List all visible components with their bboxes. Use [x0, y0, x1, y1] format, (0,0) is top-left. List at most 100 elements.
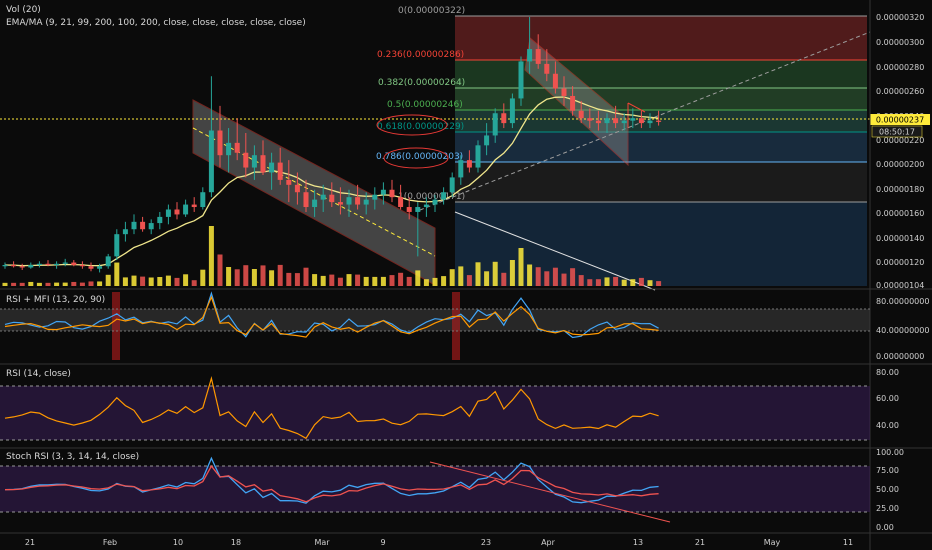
- volume-bar: [45, 282, 51, 286]
- rsi-mfi-label[interactable]: RSI + MFI (13, 20, 90): [6, 295, 105, 305]
- volume-bar: [509, 260, 515, 286]
- candle-body: [148, 223, 154, 230]
- volume-bar: [174, 277, 180, 286]
- candle-body: [561, 88, 567, 96]
- volume-bar: [200, 269, 206, 286]
- candle-body: [122, 229, 128, 235]
- price-tick: 0.00000280: [876, 63, 924, 72]
- fib-level-label: 1(0.00000171): [398, 192, 465, 202]
- volume-bar: [28, 281, 34, 286]
- volume-bar: [122, 277, 128, 286]
- candle-body: [277, 162, 283, 180]
- time-axis[interactable]: 21 Feb 10 18 Mar 9 23 Apr 13 21 May 11: [25, 538, 853, 547]
- volume-bar: [208, 226, 214, 286]
- stoch-rsi-label[interactable]: Stoch RSI (3, 3, 14, 14, close): [6, 452, 139, 462]
- price-tick: 0.00000104: [876, 281, 924, 290]
- candle-body: [11, 265, 17, 267]
- candle-body: [88, 266, 94, 269]
- volume-bar: [11, 282, 17, 286]
- price-pane[interactable]: 0(0.00000322) 0.236(0.00000286) 0.382(0.00…: [0, 5, 930, 291]
- volume-bar: [449, 269, 455, 286]
- volume-bar: [243, 265, 249, 286]
- candle-body: [183, 204, 189, 215]
- candle-body: [251, 155, 257, 168]
- volume-bar: [613, 276, 619, 286]
- rsi-line: [4, 295, 659, 338]
- volume-bar: [277, 264, 283, 286]
- stoch-tick: 75.00: [876, 466, 899, 475]
- candle-body: [621, 120, 627, 124]
- candle-body: [312, 199, 318, 208]
- ema-indicator-label[interactable]: EMA/MA (9, 21, 99, 200, 100, 200, close,…: [6, 18, 306, 28]
- candle-body: [200, 192, 206, 208]
- candle-body: [36, 263, 42, 266]
- rsi-tick: 60.00: [876, 394, 899, 403]
- candle-body: [535, 49, 541, 64]
- rsi-label[interactable]: RSI (14, close): [6, 369, 71, 379]
- volume-bar: [389, 275, 395, 286]
- candle-body: [380, 189, 386, 195]
- time-tick: Apr: [541, 538, 556, 547]
- fib-level-label: 0(0.00000322): [398, 6, 465, 16]
- volume-bar: [269, 270, 275, 286]
- candle-body: [191, 204, 197, 208]
- fib-zone-382-5: [455, 88, 867, 110]
- candle-body: [97, 266, 103, 269]
- rsi-mfi-pane[interactable]: RSI + MFI (13, 20, 90) 80.00000000 40.00…: [0, 291, 929, 361]
- price-tick: 0.00000300: [876, 38, 924, 47]
- volume-bar: [458, 266, 464, 286]
- rsi-pane[interactable]: RSI (14, close) 80.00 60.00 40.00: [0, 368, 899, 441]
- candle-body: [501, 113, 507, 124]
- candle-body: [578, 110, 584, 119]
- volume-bar: [527, 264, 533, 286]
- fib-level-label: 0.5(0.00000246): [387, 100, 463, 110]
- stoch-tick: 0.00: [876, 523, 894, 532]
- volume-bar: [475, 262, 481, 286]
- volume-bar: [423, 279, 429, 286]
- volume-bar: [570, 268, 576, 286]
- candle-body: [484, 135, 490, 146]
- price-tick: 0.00000120: [876, 258, 924, 267]
- small-flag-top: [627, 102, 646, 113]
- volume-bar: [466, 275, 472, 286]
- volume-bar: [62, 282, 68, 286]
- price-tick: 0.00000320: [876, 13, 924, 22]
- volume-bar: [544, 271, 550, 286]
- volume-bar: [260, 265, 266, 286]
- volume-bar: [578, 275, 584, 286]
- candle-body: [372, 194, 378, 200]
- volume-bar: [647, 280, 653, 286]
- candle-body: [518, 61, 524, 99]
- time-tick: 9: [380, 538, 385, 547]
- volume-bar: [492, 261, 498, 286]
- volume-bar: [286, 272, 292, 286]
- time-tick: 21: [695, 538, 705, 547]
- volume-bar: [226, 267, 232, 286]
- candle-body: [54, 263, 60, 266]
- stoch-trendline[interactable]: [429, 461, 671, 523]
- time-tick: 10: [173, 538, 183, 547]
- volume-bar: [552, 267, 558, 286]
- candle-body: [269, 162, 275, 173]
- volume-indicator-label[interactable]: Vol (20): [6, 5, 41, 15]
- descending-trendline[interactable]: [454, 211, 656, 291]
- candle-body: [28, 265, 34, 268]
- time-tick: 23: [481, 538, 491, 547]
- time-tick: May: [764, 538, 781, 547]
- fib-level-label: 0.236(0.00000286): [377, 50, 464, 60]
- volume-bar: [535, 267, 541, 286]
- candle-body: [217, 130, 223, 156]
- volume-bar: [303, 267, 309, 286]
- volume-bar: [561, 273, 567, 286]
- volume-bar: [595, 279, 601, 286]
- mfi-signal-bar: [112, 292, 120, 360]
- volume-bar: [320, 275, 326, 286]
- price-tick: 0.00000180: [876, 185, 924, 194]
- stoch-rsi-pane[interactable]: Stoch RSI (3, 3, 14, 14, close) 100.00 7…: [0, 448, 904, 532]
- ascending-trendline[interactable]: [419, 31, 871, 211]
- volume-bar: [398, 272, 404, 286]
- volume-bar: [372, 276, 378, 286]
- fib-retracement[interactable]: 0(0.00000322) 0.236(0.00000286) 0.382(0.00…: [376, 6, 867, 286]
- candle-body: [604, 118, 610, 124]
